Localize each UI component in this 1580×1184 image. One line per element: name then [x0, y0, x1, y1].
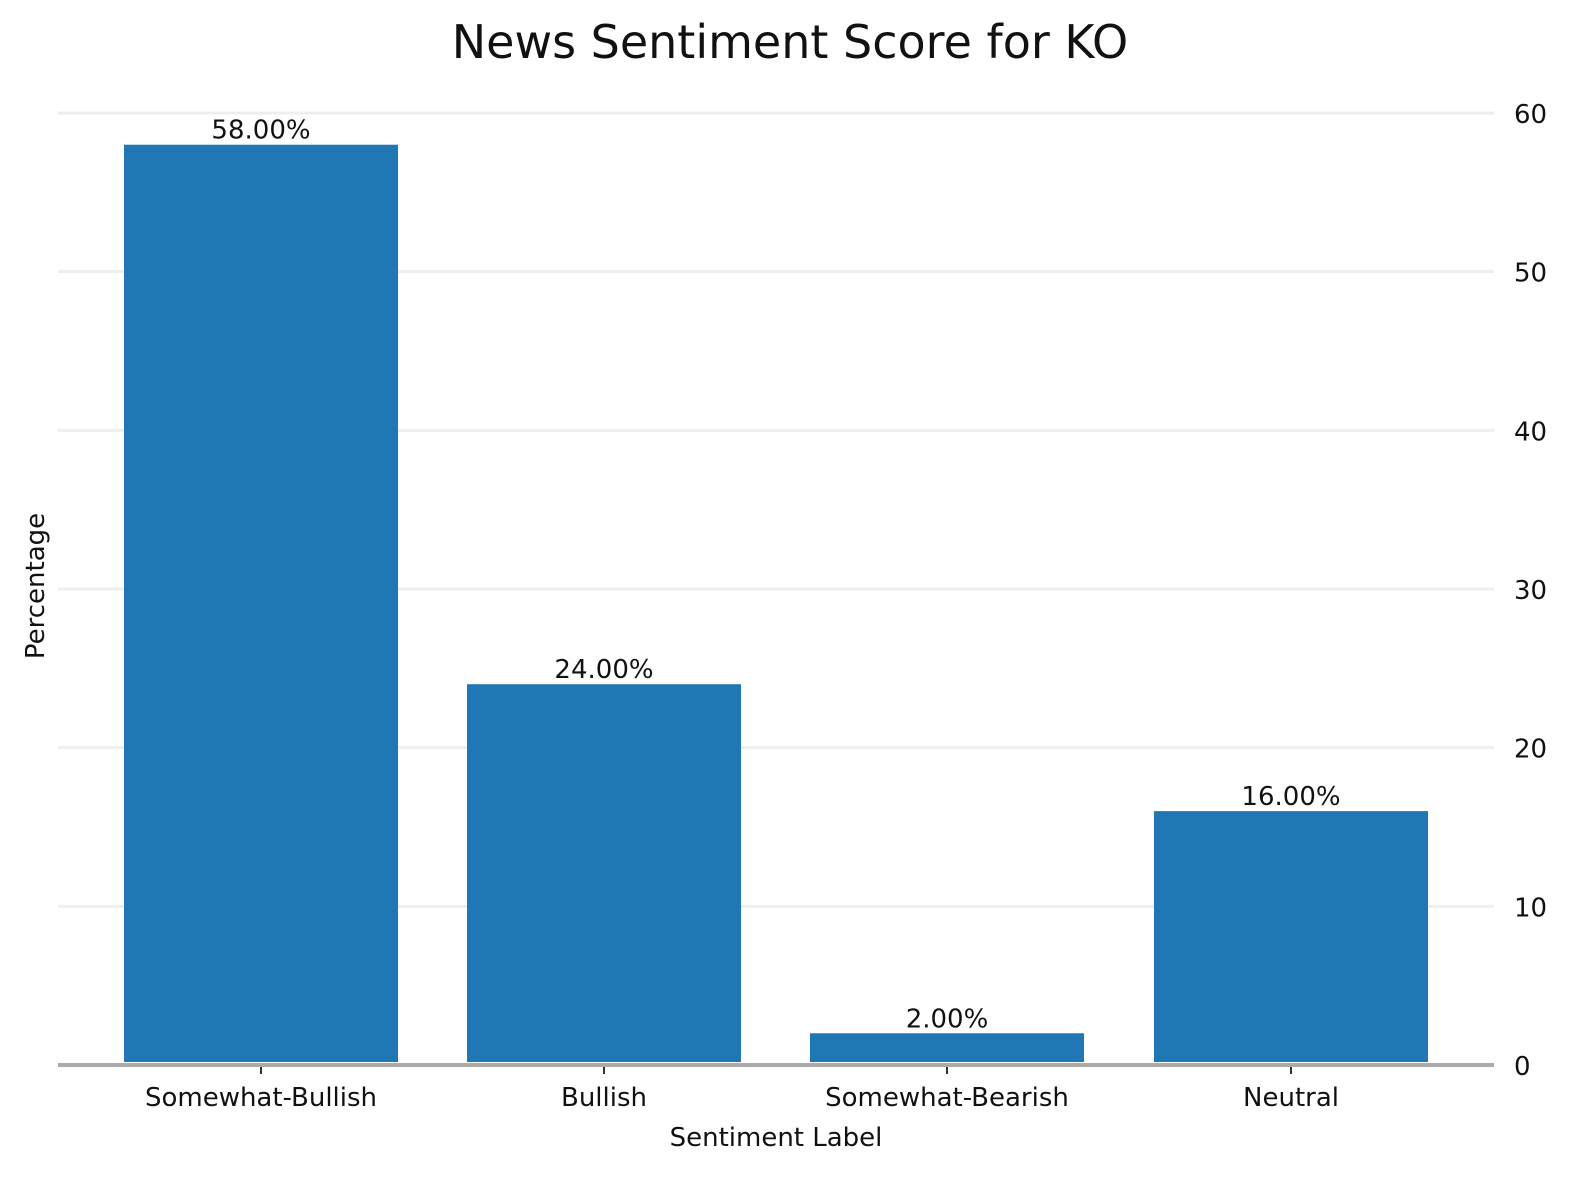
- y-tick-label: 20: [1514, 735, 1547, 765]
- y-axis-label: Percentage: [21, 513, 51, 659]
- bar-somewhat-bearish: [810, 1033, 1084, 1062]
- x-tick-label: Neutral: [1243, 1083, 1339, 1113]
- y-tick-label: 10: [1514, 893, 1547, 923]
- bar-somewhat-bullish: [124, 144, 398, 1062]
- y-tick-label: 60: [1514, 100, 1547, 130]
- data-labels: 58.00% 24.00% 2.00% 16.00%: [211, 116, 1340, 1035]
- bar-bullish: [467, 684, 741, 1062]
- x-axis-label: Sentiment Label: [670, 1123, 883, 1153]
- bars: [124, 144, 1428, 1062]
- bar-neutral: [1154, 811, 1428, 1062]
- y-tick-label: 40: [1514, 417, 1547, 447]
- data-label: 2.00%: [906, 1004, 989, 1034]
- x-axis-ticks: Somewhat-Bullish Bullish Somewhat-Bearish N…: [145, 1067, 1339, 1113]
- y-axis-ticks: 0 10 20 30 40 50 60: [1514, 100, 1547, 1082]
- y-tick-label: 0: [1514, 1052, 1531, 1082]
- y-tick-label: 50: [1514, 259, 1547, 289]
- data-label: 24.00%: [554, 655, 653, 685]
- y-tick-label: 30: [1514, 576, 1547, 606]
- x-tick-label: Bullish: [561, 1083, 647, 1113]
- chart-title: News Sentiment Score for KO: [452, 15, 1129, 69]
- data-label: 16.00%: [1241, 782, 1340, 812]
- x-tick-label: Somewhat-Bearish: [825, 1083, 1069, 1113]
- x-tick-label: Somewhat-Bullish: [145, 1083, 377, 1113]
- data-label: 58.00%: [211, 116, 310, 146]
